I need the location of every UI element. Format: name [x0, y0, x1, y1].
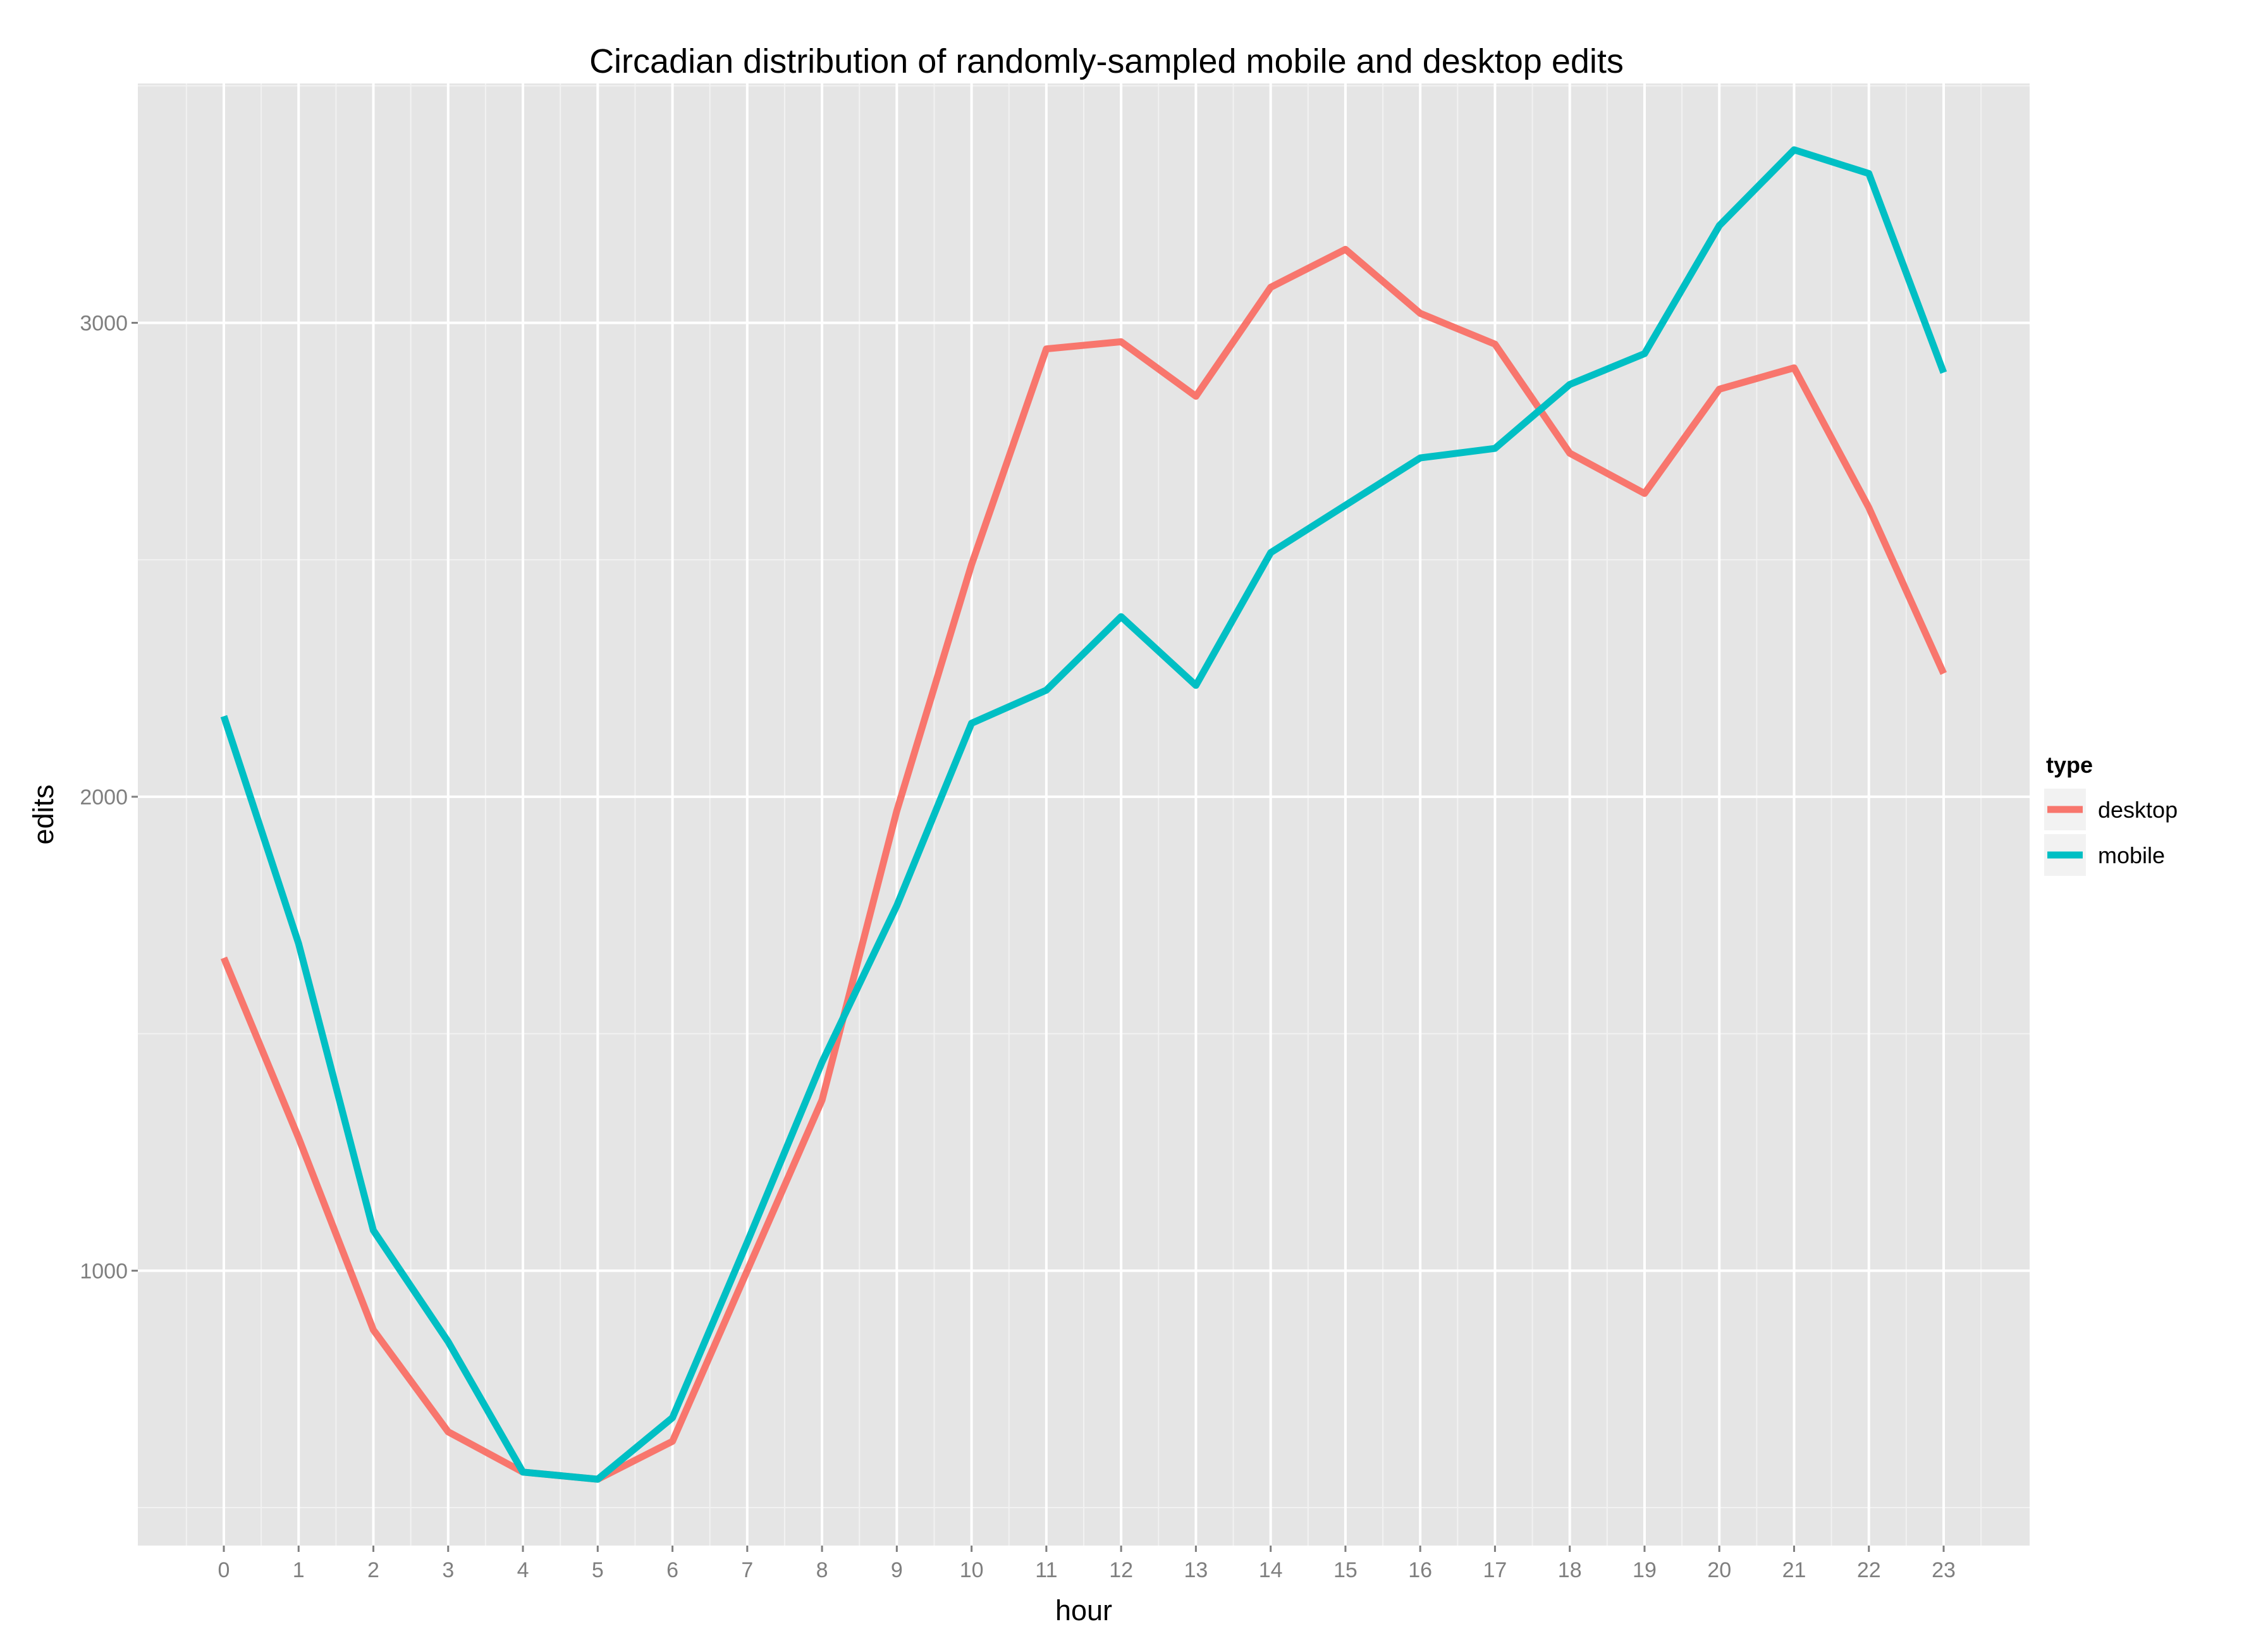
x-tick-label: 22	[1857, 1558, 1881, 1582]
series-line-mobile	[220, 146, 1947, 1483]
x-axis-title: hour	[1055, 1594, 1112, 1627]
x-tick-label: 23	[1932, 1558, 1956, 1582]
x-tick-label: 2	[367, 1558, 379, 1582]
x-tick-label: 10	[960, 1558, 984, 1582]
x-tick-label: 0	[218, 1558, 230, 1582]
legend-label-desktop: desktop	[2098, 797, 2178, 823]
legend-title: type	[2046, 752, 2093, 778]
x-tick-label: 16	[1408, 1558, 1432, 1582]
series-lines	[220, 146, 1947, 1483]
chart-title: Circadian distribution of randomly-sampl…	[589, 42, 1624, 80]
x-tick-label: 21	[1782, 1558, 1806, 1582]
x-tick-label: 6	[666, 1558, 678, 1582]
x-tick-label: 8	[816, 1558, 828, 1582]
x-tick-label: 19	[1633, 1558, 1657, 1582]
x-tick-label: 17	[1483, 1558, 1507, 1582]
x-tick-label: 5	[592, 1558, 604, 1582]
x-tick-label: 15	[1333, 1558, 1358, 1582]
x-tick-label: 13	[1184, 1558, 1208, 1582]
x-tick-label: 14	[1259, 1558, 1283, 1582]
y-tick-label: 2000	[80, 785, 128, 809]
x-tick-label: 3	[442, 1558, 454, 1582]
y-axis-title: edits	[27, 784, 59, 844]
y-axis: 1000 2000 3000	[80, 311, 138, 1283]
x-tick-label: 7	[741, 1558, 753, 1582]
x-tick-label: 12	[1109, 1558, 1133, 1582]
series-line-desktop	[220, 245, 1947, 1483]
x-tick-label: 1	[293, 1558, 305, 1582]
x-tick-label: 18	[1558, 1558, 1582, 1582]
y-tick-label: 3000	[80, 311, 128, 335]
x-tick-label: 4	[517, 1558, 529, 1582]
legend: type desktop mobile	[2043, 752, 2178, 877]
legend-label-mobile: mobile	[2098, 842, 2165, 868]
x-tick-label: 9	[891, 1558, 903, 1582]
major-gridlines	[138, 83, 2030, 1546]
y-tick-label: 1000	[80, 1259, 128, 1283]
x-axis: 0 1 2 3 4 5 6 7 8 9 10 11 12 13 14 15 16 17 18 19 20 21 22 23	[218, 1546, 1956, 1582]
x-tick-label: 11	[1035, 1558, 1057, 1582]
x-tick-label: 20	[1707, 1558, 1731, 1582]
